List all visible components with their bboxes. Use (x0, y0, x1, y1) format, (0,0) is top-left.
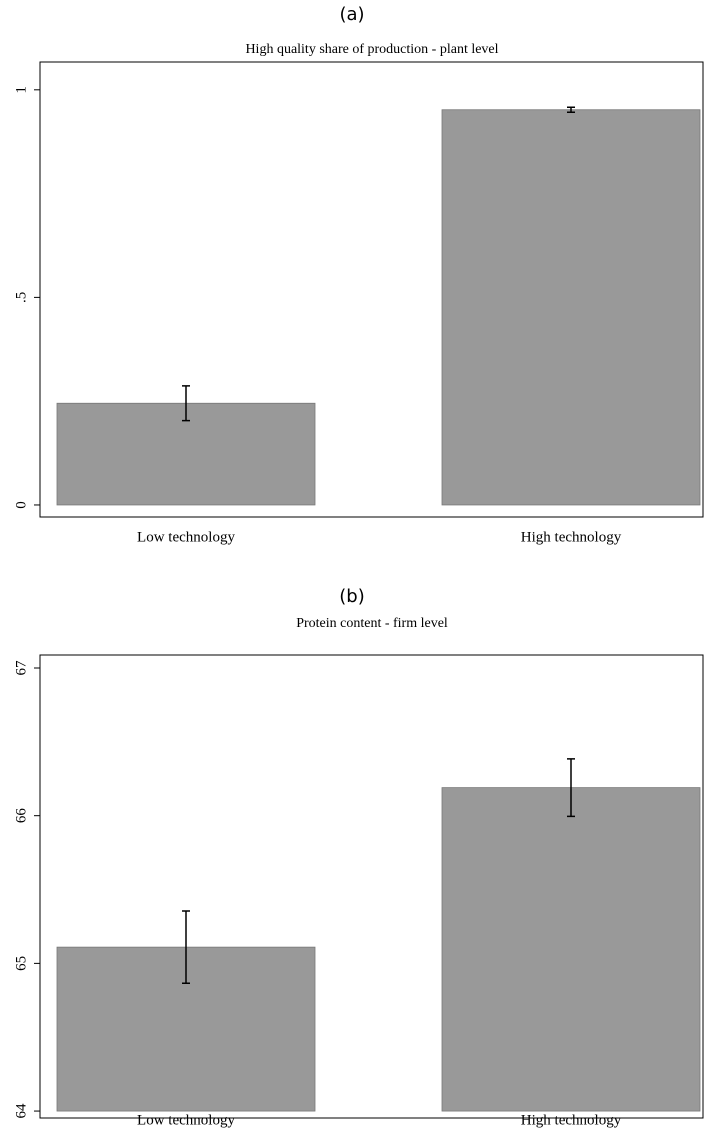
error-bar (567, 106, 575, 113)
panel-label: (a) (339, 4, 364, 25)
chart-title: Protein content - firm level (296, 616, 448, 631)
error-bar (182, 385, 190, 422)
y-tick-label: 1 (13, 86, 29, 94)
y-tick-label: 0 (13, 501, 29, 509)
x-tick-label: Low technology (137, 529, 235, 545)
x-tick-label: High technology (521, 529, 622, 545)
panel-label: (b) (339, 586, 364, 607)
x-tick-label: High technology (521, 1112, 622, 1128)
y-tick-label: .5 (13, 292, 29, 303)
plot-frame (39, 61, 704, 518)
error-bar (567, 758, 575, 818)
y-tick-label: 65 (13, 956, 29, 971)
chart-title: High quality share of production - plant… (245, 42, 498, 57)
bar (441, 787, 701, 1112)
x-tick-label: Low technology (137, 1112, 235, 1128)
plot-frame (39, 654, 704, 1119)
bar (441, 109, 701, 506)
y-tick-label: 64 (13, 1103, 29, 1119)
error-bar (182, 910, 190, 985)
y-tick-label: 66 (13, 808, 29, 824)
y-tick-label: 67 (13, 660, 29, 676)
